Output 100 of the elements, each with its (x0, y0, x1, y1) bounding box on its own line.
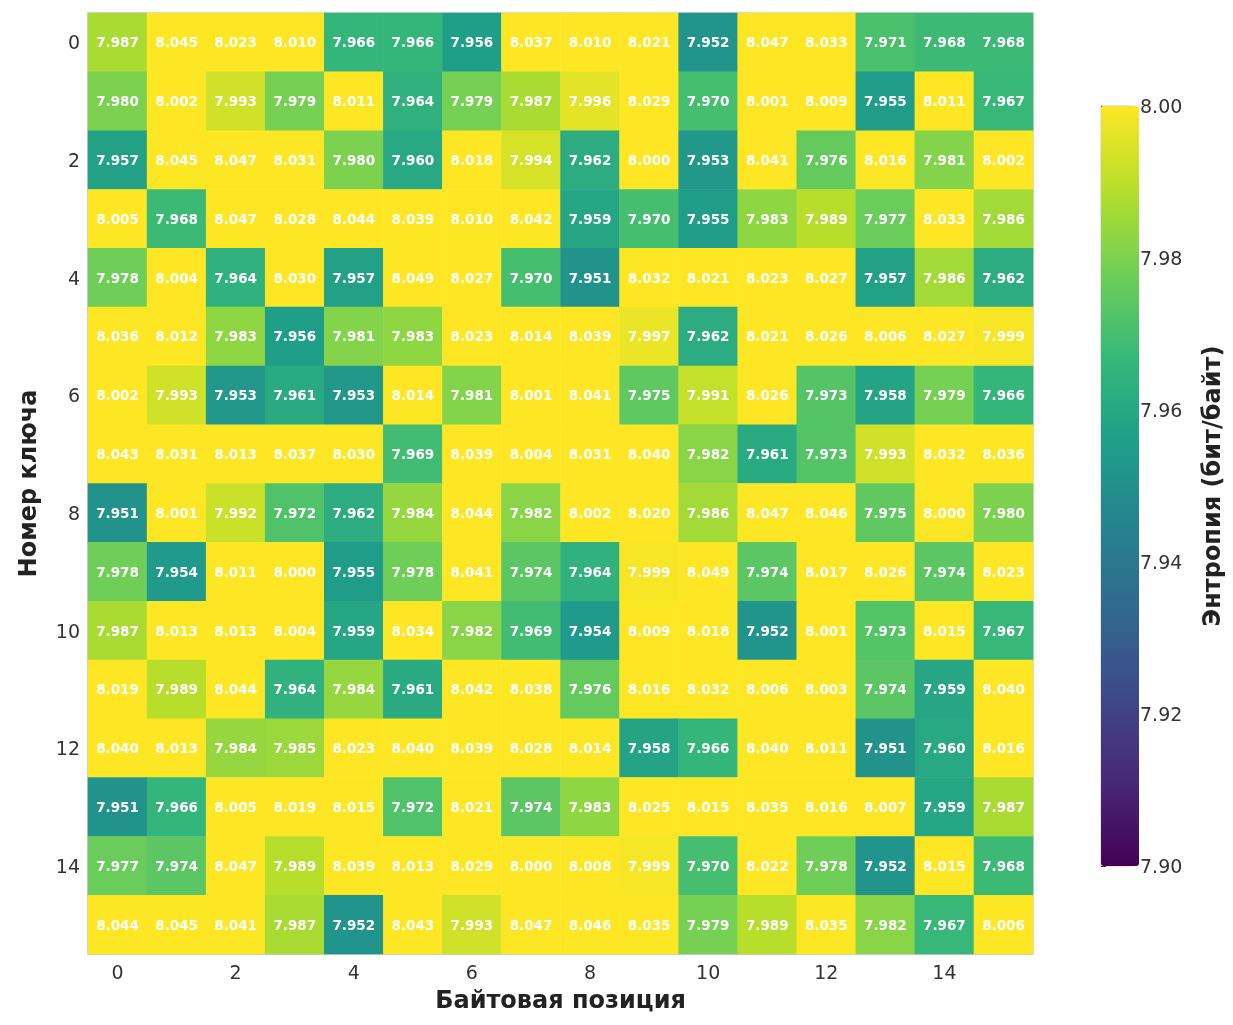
data-label: 7.959 (923, 681, 966, 698)
data-label: 8.021 (450, 798, 494, 815)
data-label: 7.984 (391, 504, 435, 521)
data-label: 7.982 (686, 446, 730, 463)
data-label: 7.973 (804, 387, 848, 404)
data-label: 8.005 (96, 210, 139, 227)
data-label: 8.023 (450, 328, 494, 345)
data-label: 7.964 (214, 269, 258, 286)
data-label: 8.021 (627, 34, 671, 51)
data-label: 7.975 (627, 387, 671, 404)
data-label: 7.959 (568, 210, 612, 227)
data-label: 8.006 (982, 916, 1025, 933)
data-label: 7.958 (863, 387, 907, 404)
data-label: 8.047 (745, 504, 789, 521)
data-label: 8.015 (923, 622, 966, 639)
data-label: 7.992 (214, 504, 258, 521)
data-label: 8.040 (391, 740, 435, 757)
data-label: 8.013 (155, 622, 198, 639)
data-label: 8.021 (745, 328, 789, 345)
data-label: 8.037 (273, 446, 317, 463)
data-label: 7.978 (804, 857, 848, 874)
data-label: 7.982 (509, 504, 553, 521)
data-label: 7.974 (509, 798, 553, 815)
data-label: 7.953 (214, 387, 258, 404)
data-label: 8.047 (214, 210, 258, 227)
data-label: 8.004 (273, 622, 317, 639)
data-label: 7.983 (214, 328, 258, 345)
x-tick-label: 12 (814, 960, 839, 983)
data-label: 8.001 (509, 387, 553, 404)
data-label: 8.026 (745, 387, 789, 404)
data-label: 7.984 (214, 740, 258, 757)
data-label: 8.015 (923, 857, 966, 874)
data-label: 8.045 (155, 34, 198, 51)
x-tick-label: 8 (583, 960, 597, 983)
data-label: 7.979 (923, 387, 966, 404)
data-label: 7.979 (450, 93, 494, 110)
data-label: 7.987 (96, 34, 139, 51)
data-label: 7.981 (450, 387, 494, 404)
data-label: 8.027 (450, 269, 494, 286)
data-label: 8.021 (686, 269, 730, 286)
data-label: 7.976 (568, 681, 612, 698)
data-label: 7.955 (332, 563, 376, 580)
data-label: 8.029 (450, 857, 494, 874)
data-label: 8.027 (923, 328, 966, 345)
x-tick-label: 4 (347, 960, 360, 983)
data-label: 7.974 (923, 563, 966, 580)
data-label: 7.954 (155, 563, 198, 580)
data-label: 8.044 (332, 210, 376, 227)
data-label: 7.961 (391, 681, 435, 698)
x-tick-label: 14 (932, 960, 957, 983)
data-label: 8.000 (509, 857, 553, 874)
data-label: 7.953 (332, 387, 376, 404)
data-label: 8.014 (568, 740, 612, 757)
data-label: 8.046 (804, 504, 848, 521)
data-label: 8.043 (391, 916, 435, 933)
data-label: 8.040 (627, 446, 671, 463)
data-label: 8.001 (804, 622, 848, 639)
data-label: 8.031 (273, 152, 317, 169)
data-label: 7.979 (273, 93, 317, 110)
data-label: 7.964 (391, 93, 435, 110)
data-label: 7.956 (450, 34, 494, 51)
color-bar-title: Энтропия (бит/байт) (1198, 345, 1226, 627)
data-label: 8.044 (214, 681, 258, 698)
data-label: 7.959 (923, 798, 966, 815)
color-bar-label: 7.92 (1140, 703, 1183, 725)
data-label: 7.968 (923, 34, 966, 51)
x-tick-label: 6 (465, 960, 478, 983)
data-label: 8.041 (214, 916, 258, 933)
data-label: 7.987 (96, 622, 139, 639)
data-label: 8.049 (686, 563, 730, 580)
data-label: 8.049 (391, 269, 435, 286)
data-label: 7.980 (332, 152, 376, 169)
data-label: 8.034 (391, 622, 435, 639)
data-label: 8.045 (155, 916, 198, 933)
y-tick-label: 8 (67, 501, 80, 524)
data-label: 7.972 (391, 798, 435, 815)
data-label: 7.962 (332, 504, 376, 521)
data-label: 8.015 (686, 798, 730, 815)
data-label: 8.011 (804, 740, 848, 757)
data-label: 7.993 (863, 446, 907, 463)
data-label: 7.955 (686, 210, 730, 227)
data-label: 8.022 (745, 857, 789, 874)
data-label: 7.989 (155, 681, 198, 698)
data-label: 7.980 (982, 504, 1025, 521)
data-label: 7.967 (923, 916, 966, 933)
data-label: 7.974 (745, 563, 789, 580)
data-label: 7.987 (273, 916, 317, 933)
data-label: 8.019 (273, 798, 317, 815)
data-label: 8.040 (982, 681, 1025, 698)
data-label: 7.966 (155, 798, 198, 815)
data-label: 8.044 (450, 504, 494, 521)
data-label: 7.970 (627, 210, 671, 227)
data-label: 7.969 (509, 622, 553, 639)
data-label: 7.976 (804, 152, 848, 169)
data-label: 8.038 (509, 681, 553, 698)
data-label: 8.010 (273, 34, 317, 51)
data-label: 8.039 (332, 857, 376, 874)
data-label: 7.951 (568, 269, 612, 286)
data-label: 8.023 (332, 740, 376, 757)
data-label: 8.039 (391, 210, 435, 227)
